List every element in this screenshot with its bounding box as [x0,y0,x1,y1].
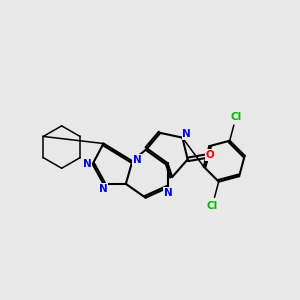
Text: Cl: Cl [207,201,218,211]
Text: O: O [206,150,214,160]
Text: N: N [182,129,191,139]
Text: N: N [83,159,92,169]
Text: Cl: Cl [230,112,242,122]
Text: N: N [99,184,108,194]
Text: N: N [164,188,172,198]
Text: N: N [133,155,141,165]
